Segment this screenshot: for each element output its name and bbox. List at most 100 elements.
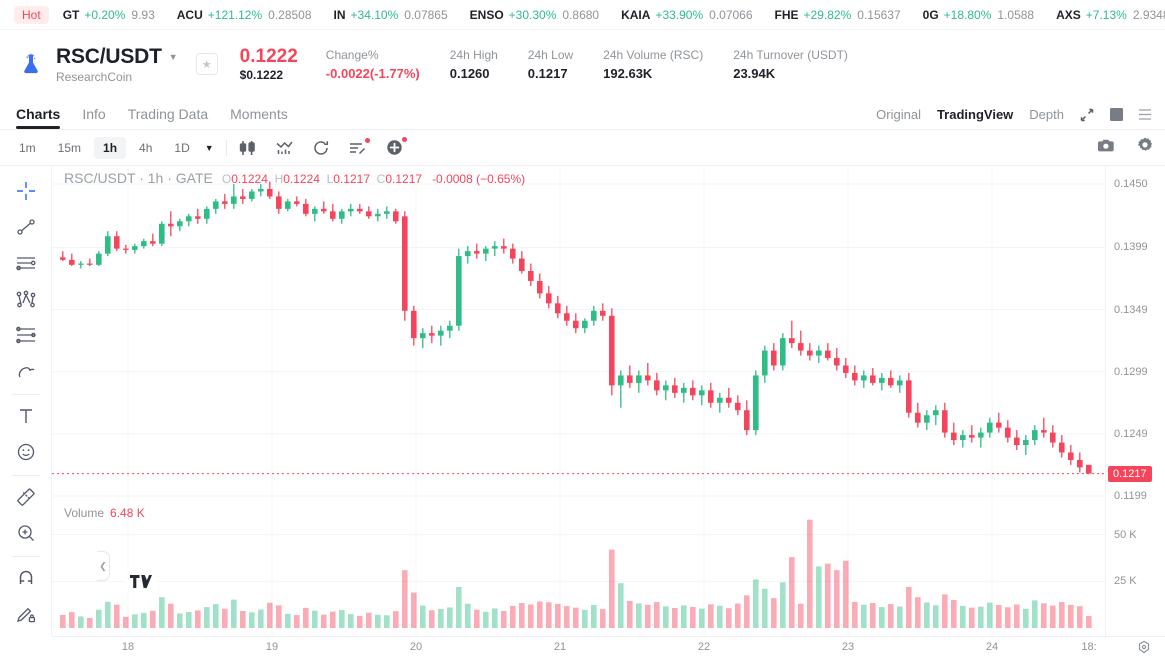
toolbar-divider	[225, 139, 227, 156]
coin-full-name: ResearchCoin	[56, 69, 133, 84]
last-price-usd: $0.1222	[239, 67, 284, 82]
ticker-change: +121.12%	[207, 7, 263, 22]
ticker-symbol: KAIA	[621, 7, 651, 22]
horizontal-lines-tool[interactable]	[9, 246, 43, 280]
time-axis-tick: 18:	[1081, 641, 1097, 653]
layout-square-icon[interactable]	[1110, 108, 1123, 121]
price-axis-tick: 0.1399	[1114, 241, 1148, 254]
crosshair-tool[interactable]	[9, 174, 43, 208]
tradingview-logo-watermark	[124, 564, 158, 598]
price-axis[interactable]: 0.1450 0.1399 0.1349 0.1299 0.1249 0.1199 0.12…	[1105, 166, 1165, 636]
ticker-price: 0.8680	[562, 7, 600, 22]
timeframe-1m[interactable]: 1m	[19, 140, 36, 155]
volume-axis-tick: 50 K	[1114, 528, 1137, 541]
ticker-item[interactable]: ENSO +30.30% 0.8680	[470, 8, 599, 22]
measure-ruler-tool[interactable]	[9, 480, 43, 514]
chart-mode-tradingview[interactable]: TradingView	[936, 107, 1014, 122]
fullscreen-icon[interactable]	[1080, 108, 1094, 122]
zoom-in-tool[interactable]	[9, 516, 43, 550]
ticker-change: +30.30%	[508, 7, 557, 22]
lock-drawings-tool[interactable]	[9, 597, 43, 631]
candlestick-type-icon[interactable]	[239, 140, 256, 156]
clock-icon[interactable]	[1137, 640, 1151, 659]
timeframe-15m[interactable]: 15m	[57, 140, 82, 155]
alerts-list-icon[interactable]	[349, 137, 370, 156]
chart-canvas-wrapper[interactable]: RSC/USDT · 1h · GATE O0.1224 H0.1224 L0.…	[52, 166, 1165, 636]
timeframe-1h[interactable]: 1h	[94, 136, 127, 159]
ticker-item[interactable]: IN +34.10% 0.07865	[334, 8, 448, 22]
ticker-price: 9.93	[131, 7, 155, 22]
nav-tab-info[interactable]: Info	[82, 106, 106, 122]
stat-label: Change%	[325, 47, 379, 62]
content-nav: Charts Info Trading Data Moments Original Tr…	[0, 98, 1165, 130]
ticker-price: 0.07066	[709, 7, 753, 22]
stat-label: 24h High	[449, 47, 498, 62]
stat-label: 24h Turnover (USDT)	[733, 47, 848, 62]
collapse-panel-handle[interactable]: ❮	[97, 551, 110, 581]
volume-legend: Volume 6.48 K	[64, 506, 145, 520]
chart-mode-original[interactable]: Original	[876, 107, 921, 122]
chart-area: RSC/USDT · 1h · GATE O0.1224 H0.1224 L0.…	[0, 166, 1165, 636]
stat-value: 23.94K	[733, 65, 776, 81]
favorite-star-button[interactable]: ★	[195, 53, 218, 75]
brush-tool[interactable]	[9, 354, 43, 388]
price-axis-tick: 0.1199	[1114, 490, 1147, 502]
volume-legend-label: Volume	[64, 506, 105, 520]
ticker-price: 2.9348	[1132, 7, 1165, 22]
stat-label: 24h Volume (RSC)	[603, 47, 704, 62]
add-indicator-icon[interactable]	[386, 137, 407, 156]
volume-axis-tick: 25 K	[1114, 575, 1137, 588]
nav-tab-trading-data[interactable]: Trading Data	[127, 106, 209, 122]
market-ticker-bar[interactable]: Hot GT +0.20% 9.93 ACU +121.12% 0.28508 IN +34.…	[0, 0, 1165, 30]
emoji-tool[interactable]	[9, 435, 43, 469]
ticker-item[interactable]: ACU +121.12% 0.28508	[177, 8, 312, 22]
timeframe-1D[interactable]: 1D	[174, 140, 190, 155]
ticker-symbol: ENSO	[469, 7, 504, 22]
plot-region[interactable]	[52, 166, 1105, 636]
chart-legend-title: RSC/USDT · 1h · GATE	[64, 170, 213, 186]
drawing-tools-sidebar	[0, 166, 52, 636]
price-axis-tick: 0.1249	[1114, 427, 1148, 440]
ticker-price: 0.07865	[404, 7, 448, 22]
price-axis-tick: 0.1299	[1114, 365, 1148, 378]
settings-gear-icon[interactable]	[1137, 137, 1153, 158]
ticker-item[interactable]: KAIA +33.90% 0.07066	[621, 8, 752, 22]
ticker-item[interactable]: 0G +18.80% 1.0588	[923, 8, 1034, 22]
trend-line-tool[interactable]	[9, 210, 43, 244]
ticker-symbol: GT	[62, 7, 80, 22]
ticker-item[interactable]: AXS +7.13% 2.9348	[1056, 8, 1165, 22]
ticker-item[interactable]: GT +0.20% 9.93	[63, 8, 155, 22]
header-stat: Change% -0.0022(-1.77%)	[326, 48, 420, 81]
tools-divider-3	[11, 556, 40, 557]
camera-icon[interactable]	[1098, 138, 1115, 158]
ticker-item[interactable]: FHE +29.82% 0.15637	[775, 8, 901, 22]
stat-value: 0.1217	[527, 65, 568, 81]
timeframe-4h[interactable]: 4h	[139, 140, 153, 155]
ticker-symbol: 0G	[922, 7, 939, 22]
price-axis-tick: 0.1450	[1114, 178, 1148, 190]
time-axis-tick: 23	[841, 641, 855, 653]
ticker-symbol: ACU	[176, 7, 203, 22]
nav-tab-moments[interactable]: Moments	[230, 106, 288, 122]
more-menu-icon[interactable]	[1139, 108, 1151, 121]
last-price-block: 0.1222 $0.1222	[240, 46, 298, 82]
chart-mode-depth[interactable]: Depth	[1029, 107, 1064, 122]
header-stat: 24h Volume (RSC) 192.63K	[603, 48, 703, 81]
magnet-tool[interactable]	[9, 561, 43, 595]
ticker-change: +29.82%	[803, 7, 852, 22]
pair-symbol: RSC/USDT	[56, 44, 162, 68]
ticker-price: 1.0588	[997, 7, 1035, 22]
stat-value: 192.63K	[603, 65, 653, 81]
nav-tab-charts[interactable]: Charts	[16, 106, 61, 129]
indicators-icon[interactable]	[276, 140, 293, 156]
timeframe-dropdown-icon[interactable]: ▼	[204, 142, 214, 153]
pitchfork-tool[interactable]	[9, 282, 43, 316]
time-axis[interactable]: 18 19 20 21 22 23 24 18:	[52, 636, 1165, 658]
pair-title-block[interactable]: RSC/USDT ▼ ResearchCoin	[56, 45, 178, 84]
text-tool[interactable]	[9, 399, 43, 433]
hot-badge: Hot	[14, 5, 49, 24]
ticker-symbol: AXS	[1056, 7, 1081, 22]
chevron-down-icon[interactable]: ▼	[168, 51, 178, 62]
fib-tools[interactable]	[9, 318, 43, 352]
refresh-icon[interactable]	[313, 140, 329, 156]
